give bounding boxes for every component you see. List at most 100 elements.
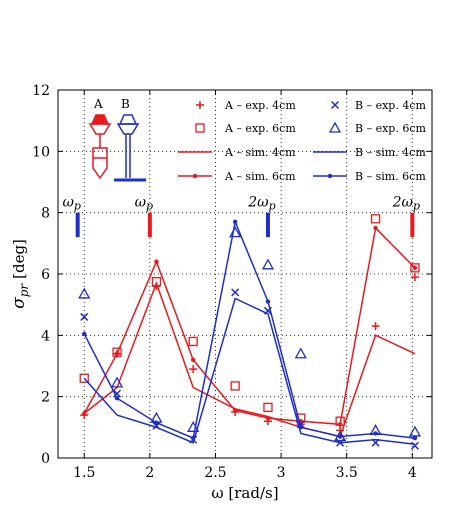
data-point-dot <box>232 219 238 225</box>
resonance-label-sub: p <box>146 200 153 213</box>
grid <box>58 90 432 458</box>
y-axis-label-main: σ <box>9 297 29 309</box>
data-point-triangle <box>408 425 422 437</box>
data-point-triangle <box>78 287 91 299</box>
data-point-dot <box>82 331 87 336</box>
inset-label-b: B <box>121 97 130 111</box>
data-point-x <box>80 312 89 321</box>
resonance-label-main: ω <box>135 195 147 211</box>
data-point-dot <box>373 225 378 231</box>
x-axis-label: ω [rad/s] <box>211 484 278 502</box>
data-point-dot <box>192 173 198 179</box>
series-5 <box>78 226 422 442</box>
data-point-dot <box>154 259 159 264</box>
y-tick-label: 8 <box>41 206 50 222</box>
legend-label: B – sim. 6cm <box>355 170 426 183</box>
legend-label: B – exp. 6cm <box>355 122 426 135</box>
legend-entry-7: B – sim. 6cm <box>313 170 426 183</box>
model-a-icon <box>88 114 112 180</box>
resonance-label: 2ωp <box>392 195 420 213</box>
y-axis-label-unit: [deg] <box>10 239 28 279</box>
data-point-dot <box>265 299 271 304</box>
legend-label: B – sim. 4cm <box>355 146 426 159</box>
data-point-dot <box>114 351 120 356</box>
data-point-dot <box>190 435 196 441</box>
inset-label-a: A <box>93 97 103 111</box>
y-tick-label: 0 <box>41 451 50 467</box>
resonance-label-sub: p <box>413 200 420 213</box>
series-0 <box>80 273 419 435</box>
data-point-x <box>231 288 240 297</box>
data-point-dot <box>337 422 343 427</box>
data-point-dot <box>154 420 159 425</box>
legend-entry-5: B – exp. 6cm <box>328 121 426 135</box>
legend-entry-1: A – exp. 6cm <box>195 122 296 135</box>
x-tick-label: 4 <box>408 465 417 481</box>
model-sketch: A B <box>88 97 146 182</box>
legend-entry-0: A – exp. 4cm <box>196 99 296 112</box>
resonance-label-main: 2ω <box>392 195 414 211</box>
y-tick-label: 6 <box>41 267 50 283</box>
legend-entry-2: A – sim. 4cm <box>178 146 296 159</box>
y-tick-label: 12 <box>32 83 50 99</box>
model-b-icon <box>114 114 146 182</box>
x-tick-label: 2 <box>145 465 154 481</box>
y-tick-label: 10 <box>32 144 50 160</box>
y-tick-label: 2 <box>41 390 50 406</box>
data-point-dot <box>265 415 271 421</box>
data-point-plus <box>371 322 380 331</box>
series-line <box>83 281 416 438</box>
data-point-square <box>410 263 420 273</box>
legend-label: A – exp. 6cm <box>224 122 296 135</box>
y-tick-label: 4 <box>41 328 50 344</box>
data-point-triangle <box>110 376 124 388</box>
data-point-dot <box>373 431 378 436</box>
data-point-square <box>188 336 198 347</box>
legend-entry-4: B – exp. 4cm <box>330 99 426 112</box>
data-point-square <box>79 373 89 383</box>
data-point-square <box>263 402 273 413</box>
data-point-plus <box>189 365 198 374</box>
legend-label: A – exp. 4cm <box>224 99 296 112</box>
data-point-square <box>195 123 205 133</box>
data-point-x <box>330 100 340 110</box>
data-point-square <box>370 214 381 224</box>
legend-entry-3: A – sim. 6cm <box>178 170 296 183</box>
data-point-dot <box>337 434 343 439</box>
data-point-dot <box>412 435 418 441</box>
data-point-dot <box>232 408 238 413</box>
axis-ticks: 1.5 2 2.5 3 3.5 4 0 2 4 6 8 10 12 <box>32 83 432 481</box>
x-tick-label: 2.5 <box>204 465 226 481</box>
data-point-plus <box>196 101 204 109</box>
legend-entry-6: B – sim. 4cm <box>313 146 426 159</box>
resonance-label-sub: p <box>74 200 81 213</box>
series-6 <box>83 297 415 445</box>
data-point-dot <box>82 411 87 416</box>
legend: A – exp. 4cm B – exp. 4cm A – exp. 6cm B – … <box>178 99 426 183</box>
data-point-x <box>113 389 122 398</box>
series-4 <box>80 288 419 450</box>
resonance-label-main: 2ω <box>247 195 269 211</box>
data-point-triangle <box>294 347 307 359</box>
data-point-dot <box>298 425 303 430</box>
data-point-square <box>230 381 240 391</box>
series-line <box>83 226 416 426</box>
data-point-plus <box>410 273 419 282</box>
series-7 <box>82 219 418 441</box>
series-line <box>83 219 415 440</box>
series-line <box>83 297 415 445</box>
data-point-square <box>151 277 162 287</box>
series-layer <box>78 214 422 450</box>
data-point-triangle <box>328 121 342 133</box>
y-axis-label-sub: pr <box>17 283 31 298</box>
series-2 <box>83 281 416 438</box>
annotation-layer: ωp ωp 2ωp 2ωp <box>62 195 420 238</box>
resonance-label-sub: p <box>269 200 276 213</box>
data-point-dot <box>190 357 196 363</box>
resonance-label: ωp <box>62 195 80 213</box>
resonance-label: 2ωp <box>247 195 275 213</box>
x-tick-label: 1.5 <box>73 465 95 481</box>
resonance-label: ωp <box>135 195 153 213</box>
y-axis-label: σpr [deg] <box>9 239 31 309</box>
